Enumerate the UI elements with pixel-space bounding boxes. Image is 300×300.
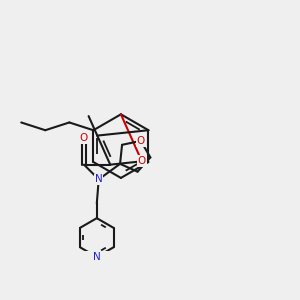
Text: O: O <box>138 156 146 166</box>
Text: N: N <box>93 252 101 262</box>
Text: N: N <box>95 174 103 184</box>
Text: O: O <box>80 133 88 143</box>
Text: O: O <box>137 136 145 146</box>
